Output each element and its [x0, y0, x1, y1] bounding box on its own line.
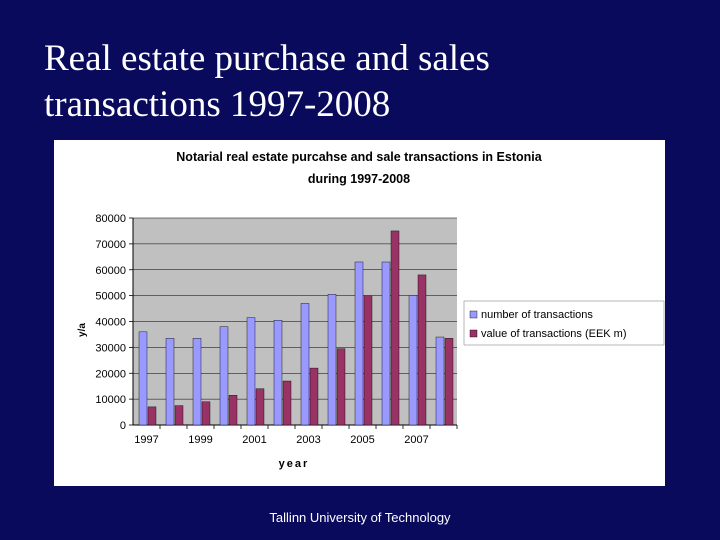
x-tick-label: 2007	[404, 434, 428, 446]
plot-area: 0 10000 20000 30000 40000 50000 60000 70000 8000…	[95, 213, 458, 446]
chart-title-line-2: during 1997-2008	[308, 172, 410, 186]
legend-swatch	[469, 329, 478, 338]
bar-transactions-2003	[300, 303, 310, 426]
y-tick-label: 50000	[95, 291, 126, 303]
bar-transactions-2006	[381, 261, 391, 426]
bar-transactions-2001	[246, 317, 256, 426]
slide-footer: Tallinn University of Technology	[269, 510, 451, 525]
y-tick-label: 80000	[95, 213, 126, 225]
y-tick-label: 40000	[95, 317, 126, 329]
bar-value-1999	[201, 401, 211, 426]
slide-title: Real estate purchase and sales transacti…	[44, 36, 684, 128]
y-axis-label: y/a	[77, 323, 88, 337]
y-tick-label: 20000	[95, 368, 126, 380]
bar-transactions-1997	[138, 331, 148, 426]
slide-title-line-2: transactions 1997-2008	[44, 84, 391, 125]
legend-box	[463, 300, 665, 346]
bar-value-1998	[174, 405, 184, 426]
legend-swatch	[469, 310, 478, 319]
bar-transactions-2005	[354, 261, 364, 426]
x-tick-label: 2001	[242, 434, 266, 446]
chart-legend: number of transactions value of transacti…	[463, 300, 665, 346]
chart-title-line-1: Notarial real estate purcahse and sale t…	[176, 150, 542, 164]
bar-value-2006	[390, 230, 400, 426]
bar-chart: Notarial real estate purcahse and sale t…	[77, 150, 665, 470]
bar-value-2004	[336, 348, 346, 426]
bar-transactions-2004	[327, 294, 337, 426]
x-tick-label: 1997	[134, 434, 158, 446]
bar-transactions-2007	[408, 295, 418, 426]
bar-transactions-2000	[219, 326, 229, 426]
y-tick-label: 0	[120, 420, 126, 432]
legend-label: number of transactions	[481, 309, 593, 321]
chart-panel: Notarial real estate purcahse and sale t…	[54, 140, 665, 486]
bar-value-2005	[363, 295, 373, 426]
bar-transactions-1998	[165, 338, 175, 426]
y-tick-label: 30000	[95, 342, 126, 354]
y-tick-label: 70000	[95, 239, 126, 251]
x-axis-label: year	[279, 458, 310, 470]
bar-value-2003	[309, 367, 319, 426]
bar-value-1997	[147, 406, 157, 426]
bar-value-2008	[444, 338, 454, 426]
x-tick-label: 2005	[350, 434, 374, 446]
y-tick-label: 60000	[95, 265, 126, 277]
bar-transactions-2002	[273, 320, 283, 426]
bar-value-2007	[417, 274, 427, 426]
y-tick-label: 10000	[95, 394, 126, 406]
x-tick-label: 2003	[296, 434, 320, 446]
x-tick-label: 1999	[188, 434, 212, 446]
bar-transactions-1999	[192, 338, 202, 426]
bar-value-2001	[255, 388, 265, 426]
bar-value-2002	[282, 380, 292, 426]
slide-title-line-1: Real estate purchase and sales	[44, 38, 490, 79]
bar-value-2000	[228, 395, 238, 426]
bar-transactions-2008	[435, 336, 445, 426]
legend-label: value of transactions (EEK m)	[481, 328, 627, 340]
